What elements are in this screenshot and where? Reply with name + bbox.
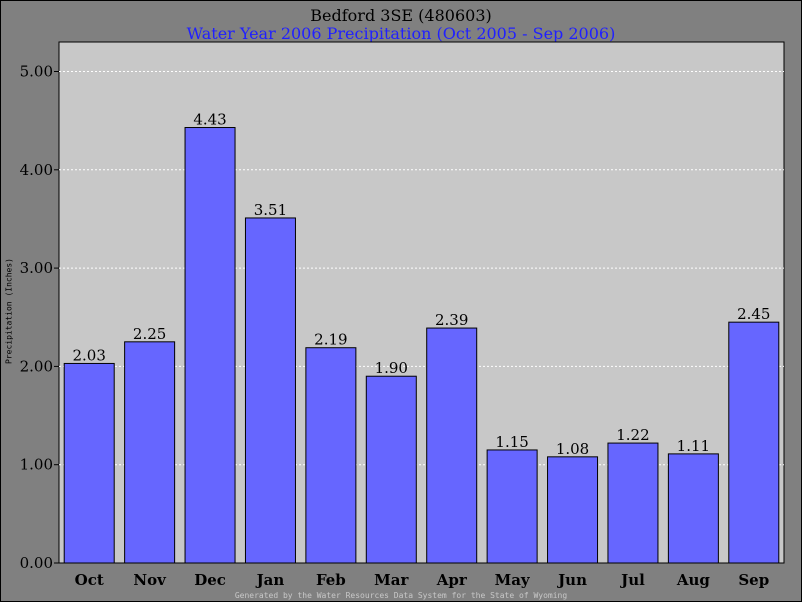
bar	[305, 347, 357, 564]
x-tick-label: Jun	[556, 571, 587, 589]
x-tick-label: Aug	[676, 571, 711, 589]
x-tick-label: Dec	[194, 571, 226, 589]
x-tick-label: Nov	[133, 571, 167, 589]
x-tick-label: May	[495, 571, 531, 589]
y-tick-label: 5.00	[20, 62, 53, 80]
chart-subtitle: Water Year 2006 Precipitation (Oct 2005 …	[186, 24, 616, 43]
y-tick-label: 1.00	[20, 456, 53, 474]
x-tick-label: Feb	[316, 571, 346, 589]
bar-value-label: 1.11	[677, 437, 710, 455]
bar-value-label: 4.43	[193, 111, 226, 129]
bar	[365, 375, 417, 564]
y-tick-label: 4.00	[20, 161, 53, 179]
bar-value-label: 2.19	[314, 331, 347, 349]
bar-value-label: 2.39	[435, 311, 468, 329]
bar-value-label: 3.51	[254, 201, 287, 219]
y-tick-label: 3.00	[20, 259, 53, 277]
x-tick-label: Jul	[619, 571, 645, 589]
bar	[486, 449, 538, 564]
bar	[244, 217, 296, 564]
x-tick-label: Oct	[75, 571, 104, 589]
bar-value-label: 1.90	[375, 359, 408, 377]
y-tick-label: 0.00	[20, 554, 53, 572]
bar	[124, 341, 176, 564]
x-tick-label: Mar	[374, 571, 409, 589]
bar-value-label: 1.08	[556, 440, 589, 458]
bar	[184, 127, 236, 564]
bar-value-label: 1.15	[495, 433, 528, 451]
plot-area	[58, 41, 785, 564]
bar	[607, 442, 659, 564]
bar	[728, 321, 780, 564]
bar	[667, 453, 719, 564]
bar-value-label: 1.22	[616, 426, 649, 444]
x-tick-label: Jan	[255, 571, 285, 589]
y-tick-label: 2.00	[20, 357, 53, 375]
bar-value-label: 2.03	[73, 346, 106, 364]
bar-value-label: 2.45	[737, 305, 770, 323]
chart-title: Bedford 3SE (480603)	[310, 6, 492, 25]
bar-value-label: 2.25	[133, 325, 166, 343]
footer-credit: Generated by the Water Resources Data Sy…	[234, 591, 568, 600]
bar	[63, 362, 115, 564]
x-tick-label: Apr	[436, 571, 468, 589]
x-tick-label: Sep	[738, 571, 769, 589]
bar	[426, 327, 478, 564]
bar	[547, 456, 599, 564]
